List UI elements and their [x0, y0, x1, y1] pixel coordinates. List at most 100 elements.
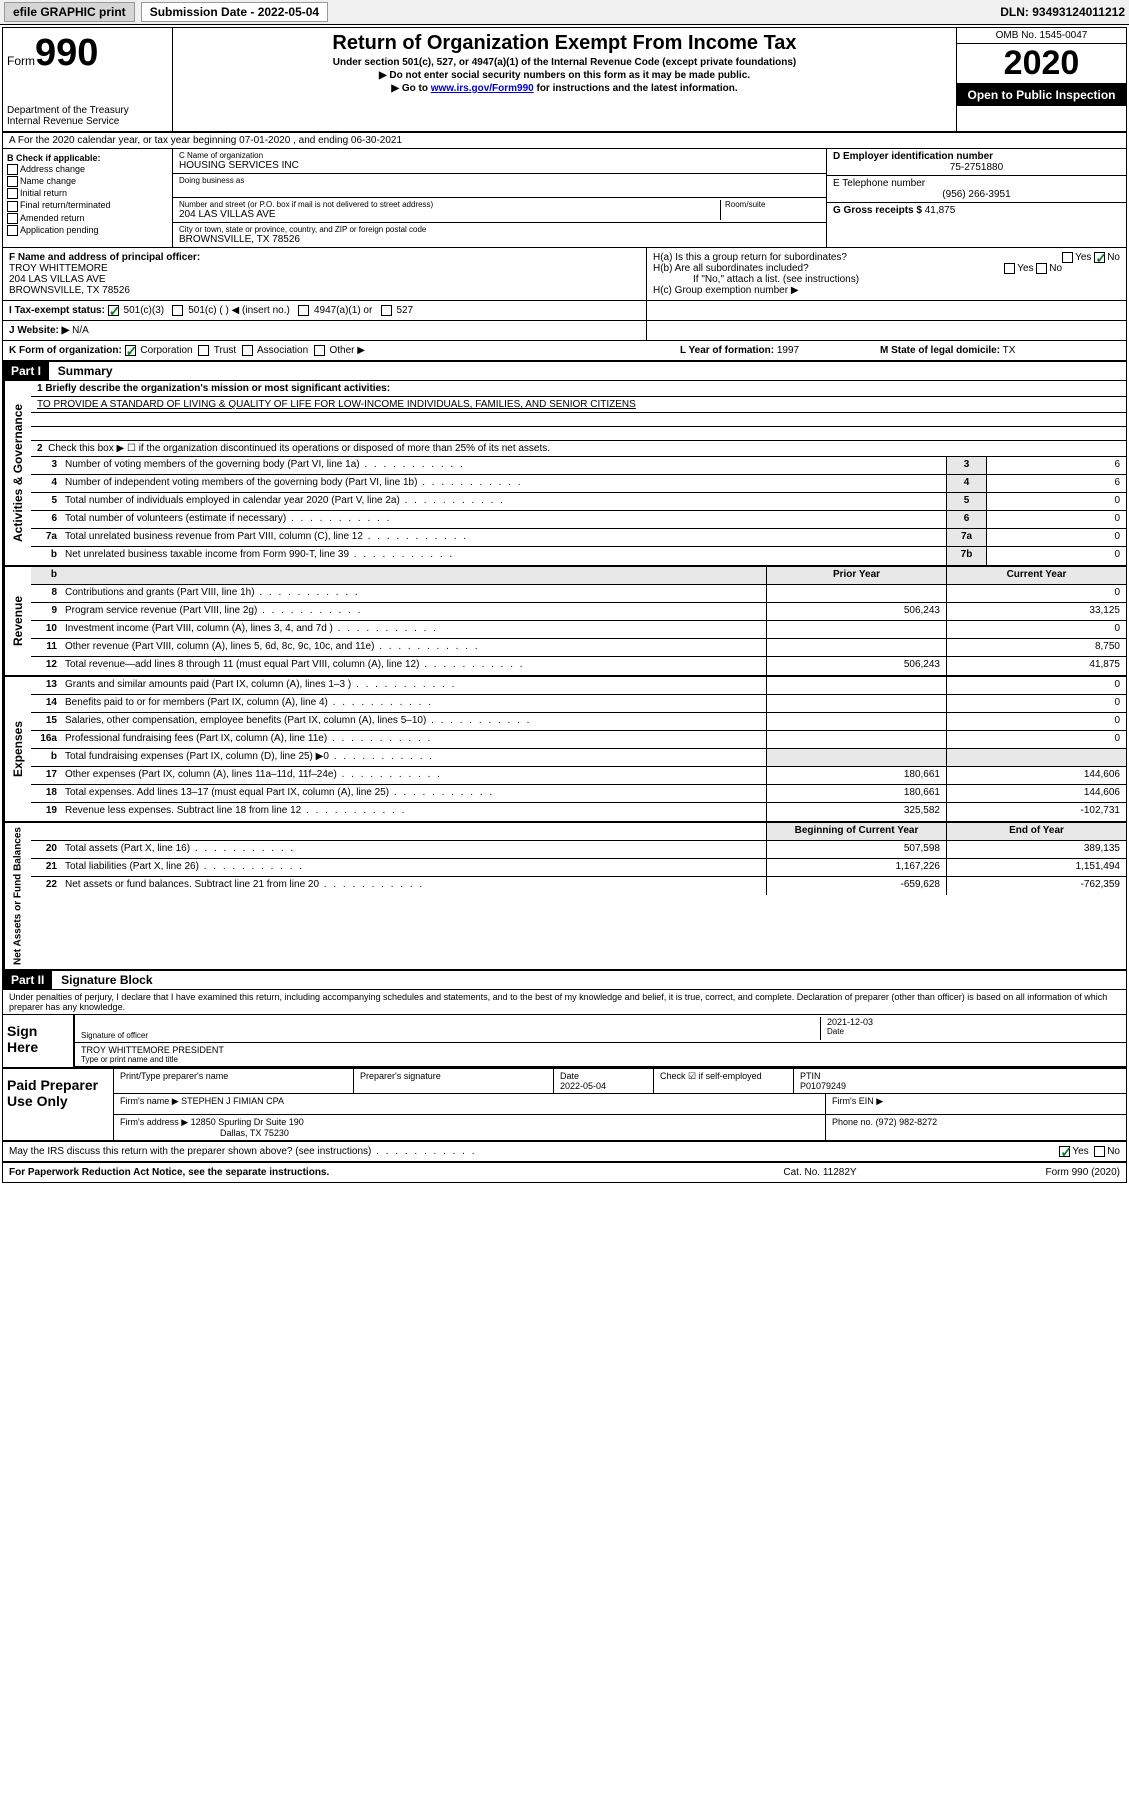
irs-link[interactable]: www.irs.gov/Form990	[431, 83, 534, 94]
section-b-c-d: B Check if applicable: Address change Na…	[3, 149, 1126, 248]
line-14-cy: 0	[946, 695, 1126, 712]
officer-name: TROY WHITTEMORE	[9, 263, 640, 274]
line-8-cy: 0	[946, 585, 1126, 602]
website-label: J Website: ▶	[9, 325, 69, 336]
line-14-desc: Benefits paid to or for members (Part IX…	[61, 695, 766, 712]
submission-date: Submission Date - 2022-05-04	[141, 2, 328, 22]
dln: DLN: 93493124011212	[1000, 5, 1125, 19]
line-20-cy: 389,135	[946, 841, 1126, 858]
line-a-tax-year: A For the 2020 calendar year, or tax yea…	[3, 133, 1126, 149]
line-15-cy: 0	[946, 713, 1126, 730]
omb-number: OMB No. 1545-0047	[957, 28, 1126, 44]
firm-addr-label: Firm's address ▶	[120, 1117, 188, 1127]
line-10-desc: Investment income (Part VIII, column (A)…	[61, 621, 766, 638]
firm-name: STEPHEN J FIMIAN CPA	[181, 1096, 284, 1106]
open-to-public: Open to Public Inspection	[957, 84, 1126, 106]
gross-receipts: 41,875	[925, 205, 956, 216]
line-2: Check this box ▶ ☐ if the organization d…	[48, 443, 550, 454]
ha-no: No	[1107, 252, 1120, 263]
cat-no: Cat. No. 11282Y	[720, 1167, 920, 1178]
line-17-py: 180,661	[766, 767, 946, 784]
527: 527	[396, 305, 413, 316]
street: 204 LAS VILLAS AVE	[179, 209, 720, 220]
city-label: City or town, state or province, country…	[179, 225, 820, 234]
chk-final-return: Final return/terminated	[20, 200, 111, 210]
4947a1: 4947(a)(1) or	[314, 305, 372, 316]
state-domicile-label: M State of legal domicile:	[880, 345, 1000, 356]
form-header: Form990 Department of the Treasury Inter…	[3, 28, 1126, 133]
form-footer: Form 990 (2020)	[920, 1167, 1120, 1178]
self-employed: Check ☑ if self-employed	[660, 1071, 762, 1081]
line-8-desc: Contributions and grants (Part VIII, lin…	[61, 585, 766, 602]
line-22-py: -659,628	[766, 877, 946, 895]
ein: 75-2751880	[833, 162, 1120, 173]
row-k: K Form of organization: Corporation Trus…	[3, 341, 1126, 362]
dept-treasury: Department of the Treasury Internal Reve…	[7, 105, 168, 127]
org-name: HOUSING SERVICES INC	[179, 160, 820, 171]
discuss-no: No	[1107, 1146, 1120, 1157]
gov-val-6: 0	[986, 511, 1126, 528]
line-21-desc: Total liabilities (Part X, line 26)	[61, 859, 766, 876]
line-b-desc: Total fundraising expenses (Part IX, col…	[61, 749, 766, 766]
line-b-py	[766, 749, 946, 766]
line-13-py	[766, 677, 946, 694]
form-990: Form990 Department of the Treasury Inter…	[2, 27, 1127, 1183]
ptin: P01079249	[800, 1081, 1120, 1091]
part-2-title: Signature Block	[55, 971, 158, 989]
ptin-label: PTIN	[800, 1071, 1120, 1081]
line-11-py	[766, 639, 946, 656]
line-20-desc: Total assets (Part X, line 16)	[61, 841, 766, 858]
line-16a-cy: 0	[946, 731, 1126, 748]
form-number: 990	[35, 32, 98, 74]
line-9-py: 506,243	[766, 603, 946, 620]
efile-print-button[interactable]: efile GRAPHIC print	[4, 2, 135, 22]
ein-label: D Employer identification number	[833, 151, 1120, 162]
line-22-desc: Net assets or fund balances. Subtract li…	[61, 877, 766, 895]
prep-date: 2022-05-04	[560, 1081, 647, 1091]
side-activities-governance: Activities & Governance	[3, 381, 31, 565]
firm-addr1: 12850 Spurling Dr Suite 190	[191, 1117, 304, 1127]
row-i: I Tax-exempt status: 501(c)(3) 501(c) ( …	[3, 301, 1126, 321]
officer-addr2: BROWNSVILLE, TX 78526	[9, 285, 640, 296]
line-9-cy: 33,125	[946, 603, 1126, 620]
501c3: 501(c)(3)	[124, 305, 165, 316]
current-year-hdr: Current Year	[946, 567, 1126, 584]
mission-text: TO PROVIDE A STANDARD OF LIVING & QUALIT…	[31, 397, 1126, 413]
ha-yes: Yes	[1075, 252, 1091, 263]
end-year-hdr: End of Year	[946, 823, 1126, 840]
state-domicile: TX	[1003, 345, 1016, 356]
org-name-label: C Name of organization	[179, 151, 820, 160]
begin-year-hdr: Beginning of Current Year	[766, 823, 946, 840]
officer-name-title: TROY WHITTEMORE PRESIDENT	[81, 1045, 1120, 1055]
form-subtitle-1: Under section 501(c), 527, or 4947(a)(1)…	[179, 57, 950, 68]
year-formation-label: L Year of formation:	[680, 345, 774, 356]
chk-address-change: Address change	[20, 164, 85, 174]
line-15-py	[766, 713, 946, 730]
officer-label: F Name and address of principal officer:	[9, 252, 640, 263]
hb-no: No	[1049, 263, 1062, 274]
h-b: H(b) Are all subordinates included?	[653, 263, 809, 274]
gross-label: G Gross receipts $	[833, 205, 922, 216]
dba-label: Doing business as	[179, 176, 820, 185]
side-net-assets: Net Assets or Fund Balances	[3, 823, 31, 969]
firm-ein-label: Firm's EIN ▶	[832, 1096, 883, 1106]
form-subtitle-3-pre: ▶ Go to	[391, 83, 430, 94]
line-19-py: 325,582	[766, 803, 946, 821]
gov-val-4: 6	[986, 475, 1126, 492]
line-17-cy: 144,606	[946, 767, 1126, 784]
side-expenses: Expenses	[3, 677, 31, 821]
h-b-note: If "No," attach a list. (see instruction…	[653, 274, 1120, 285]
tax-year: 2020	[957, 44, 1126, 84]
website: N/A	[72, 325, 89, 336]
gov-val-7a: 0	[986, 529, 1126, 546]
line-10-py	[766, 621, 946, 638]
line-17-desc: Other expenses (Part IX, column (A), lin…	[61, 767, 766, 784]
line-16a-py	[766, 731, 946, 748]
line-21-py: 1,167,226	[766, 859, 946, 876]
h-c: H(c) Group exemption number ▶	[653, 285, 1120, 296]
line-13-desc: Grants and similar amounts paid (Part IX…	[61, 677, 766, 694]
part-1-title: Summary	[52, 362, 119, 380]
chk-application-pending: Application pending	[20, 225, 99, 235]
line-20-py: 507,598	[766, 841, 946, 858]
k-trust: Trust	[214, 345, 236, 356]
